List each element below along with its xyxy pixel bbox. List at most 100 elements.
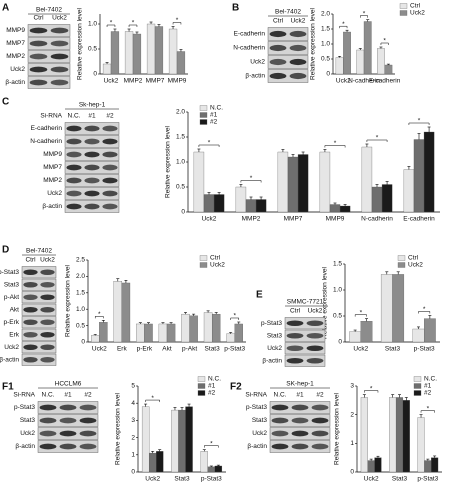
blot-band — [289, 58, 307, 66]
blot-band — [306, 333, 324, 339]
blot-band — [29, 79, 48, 86]
row-label: β-actin — [262, 357, 282, 364]
blot-band — [29, 40, 48, 47]
x-tick-label: N-cadherin — [348, 78, 380, 85]
x-tick-label: Akt — [162, 346, 172, 353]
sig-bracket — [354, 314, 367, 317]
blot-title: Bel-7402 — [26, 248, 52, 255]
blot-band — [66, 151, 82, 158]
row-label: Uck2 — [252, 430, 267, 437]
bar — [207, 466, 216, 473]
blot-band — [289, 44, 307, 52]
bar — [200, 451, 208, 473]
bar — [319, 151, 331, 213]
row-label: E-cadherin — [31, 125, 63, 132]
y-tick-label: 0 — [326, 71, 330, 78]
column-label: #2 — [106, 113, 114, 120]
bar — [349, 331, 361, 343]
blot-strip — [267, 69, 309, 83]
sig-label: * — [427, 405, 430, 412]
legend-label: Ctrl — [210, 255, 221, 262]
blot-strip — [21, 278, 57, 291]
blot-band — [79, 430, 97, 437]
row-label: N-cadherin — [233, 45, 265, 52]
bar — [371, 186, 383, 213]
blot-title: SMMC-7721 — [287, 299, 324, 306]
bar — [141, 406, 150, 473]
legend-swatch — [199, 119, 208, 125]
blot-band — [29, 27, 48, 34]
bar — [203, 194, 215, 213]
row-label: Uck2 — [47, 190, 62, 197]
sig-bracket — [106, 24, 116, 27]
row-label: p-Stat3 — [261, 320, 282, 327]
x-tick-label: Stat3 — [385, 346, 401, 353]
blot-strip — [27, 76, 71, 89]
bar — [203, 312, 213, 343]
y-axis-label: Relative expression level — [77, 8, 84, 80]
x-tick-label: Stat3 — [392, 476, 408, 483]
row-label: β-actin — [42, 203, 62, 210]
legend-swatch — [413, 390, 422, 396]
blot-strip — [27, 37, 71, 50]
row-label: Stat3 — [20, 417, 36, 424]
bar — [99, 322, 108, 343]
legend-label: N.C. — [208, 376, 221, 383]
blot-strip — [21, 316, 57, 329]
row-label: Uck2 — [267, 345, 282, 352]
blot-strip — [21, 353, 57, 366]
bar — [392, 274, 405, 343]
blot-strip — [21, 266, 57, 279]
bar — [193, 151, 205, 213]
bar — [287, 156, 299, 213]
blot-band — [286, 358, 304, 364]
blot-band — [40, 307, 55, 313]
row-label: MMP7 — [43, 164, 62, 171]
bar — [424, 318, 436, 343]
bar — [213, 194, 225, 213]
y-tick-label: 0.5 — [76, 322, 85, 329]
panel-label: D — [2, 245, 9, 256]
row-label: N-cadherin — [30, 138, 62, 145]
blot-strip — [27, 63, 71, 76]
bar — [110, 31, 120, 75]
legend-label: Uck2 — [408, 262, 423, 269]
blot-strip — [21, 341, 57, 354]
bar — [113, 281, 123, 343]
legend-swatch — [413, 376, 422, 382]
bar — [403, 169, 415, 213]
sig-bracket — [128, 24, 138, 27]
y-tick-label: 0 — [131, 469, 135, 476]
sig-label: * — [363, 10, 366, 17]
legend-label: Uck2 — [410, 10, 425, 17]
sig-bracket — [380, 42, 389, 45]
blot-band — [286, 345, 304, 351]
row-label: MMP2 — [43, 177, 62, 184]
bar — [178, 409, 186, 473]
bar — [148, 452, 157, 473]
sig-bracket — [94, 316, 104, 319]
sig-bracket — [364, 390, 379, 393]
blot-band — [66, 190, 82, 197]
panel-label: A — [2, 3, 9, 14]
x-tick-label: p-Akt — [182, 346, 197, 353]
legend-swatch — [399, 3, 408, 9]
blot-band — [306, 320, 324, 326]
sig-label: * — [376, 135, 379, 142]
bar — [121, 282, 131, 343]
sig-label: * — [418, 118, 421, 125]
row-label: β-actin — [5, 79, 25, 86]
y-tick-label: 1.0 — [76, 306, 85, 313]
blot-band — [66, 164, 82, 171]
blot-band — [291, 443, 309, 450]
column-label: Uck2 — [40, 257, 55, 264]
row-label: Stat3 — [252, 417, 268, 424]
bar — [424, 460, 432, 473]
blot-band — [50, 53, 69, 60]
sig-bracket — [324, 145, 346, 148]
blot-band — [79, 404, 97, 411]
bar — [235, 186, 247, 213]
blot-band — [23, 332, 38, 338]
y-tick-label: 2 — [350, 411, 354, 418]
sig-label: * — [250, 175, 253, 182]
